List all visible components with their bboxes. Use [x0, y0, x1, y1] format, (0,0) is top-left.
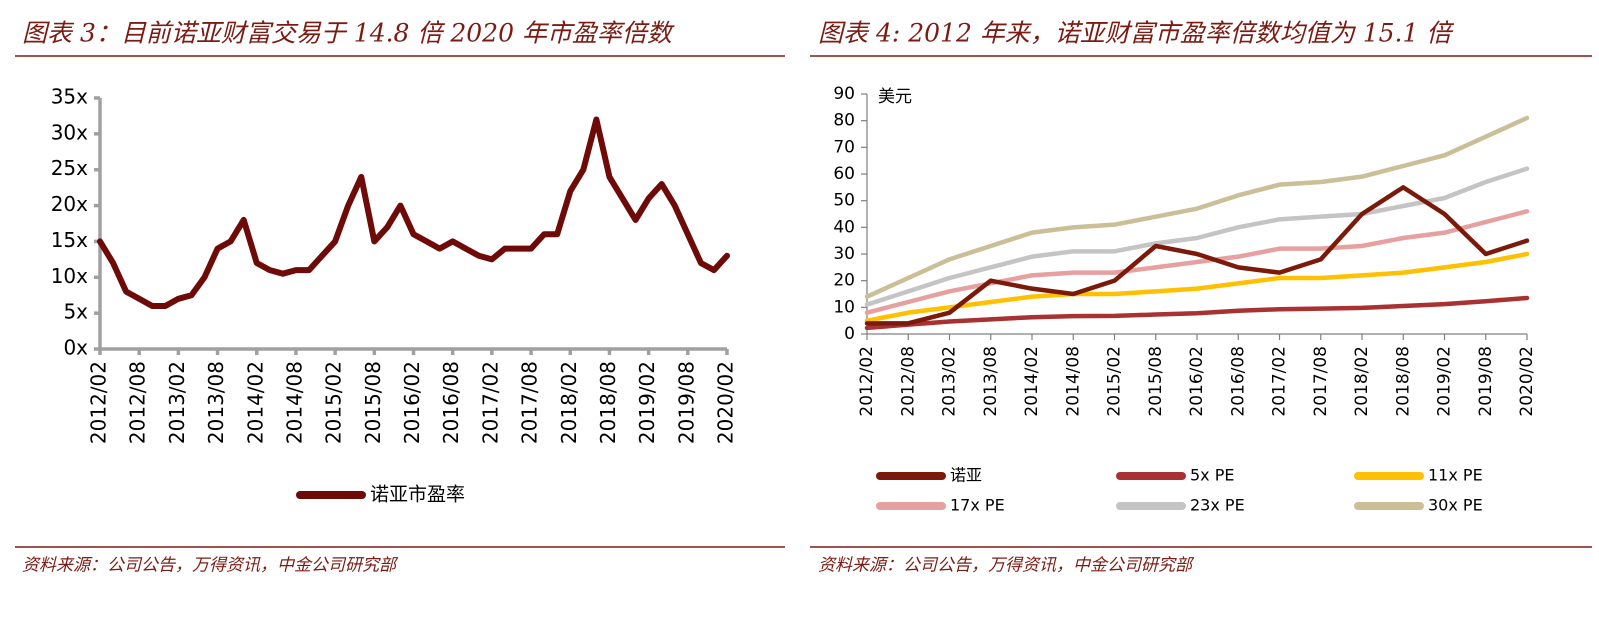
series-line — [864, 166, 1530, 307]
legend-label: 23x PE — [1190, 496, 1245, 515]
x-tick-label: 2014/02 — [1022, 346, 1042, 417]
y-tick-label: 25x — [51, 156, 88, 180]
chart-title: 图表 4: 2012 年来，诺亚财富市盈率倍数均值为 15.1 倍 — [818, 19, 1454, 48]
legend-label: 诺亚 — [950, 466, 982, 485]
x-tick-label: 2019/08 — [1476, 346, 1496, 417]
series-line — [97, 116, 730, 309]
x-tick-label: 2012/08 — [898, 346, 918, 417]
y-tick-label: 40 — [833, 217, 855, 237]
y-tick-label: 20x — [51, 192, 88, 216]
y-tick-label: 90 — [833, 84, 855, 104]
chart-title: 图表 3：目前诺亚财富交易于 14.8 倍 2020 年市盈率倍数 — [22, 19, 675, 48]
x-tick-label: 2015/02 — [1105, 346, 1125, 417]
x-tick-label: 2012/02 — [87, 361, 111, 444]
y-tick-label: 5x — [63, 300, 88, 324]
x-tick-label: 2020/02 — [1517, 346, 1537, 417]
x-tick-label: 2017/02 — [478, 361, 502, 444]
y-tick-label: 30x — [51, 120, 88, 144]
source: 资料来源：公司公告，万得资讯，中金公司研究部 — [22, 556, 399, 576]
x-tick-label: 2018/02 — [557, 361, 581, 444]
y-tick-label: 50 — [833, 191, 855, 211]
y-tick-label: 0x — [63, 336, 88, 360]
x-tick-label: 2013/08 — [981, 346, 1001, 417]
legend-label: 11x PE — [1428, 466, 1483, 485]
x-tick-label: 2018/02 — [1352, 346, 1372, 417]
y-axis-unit: 美元 — [878, 87, 912, 107]
legend-label: 30x PE — [1428, 496, 1483, 515]
y-tick-label: 70 — [833, 137, 855, 157]
series-line — [864, 115, 1530, 299]
x-tick-label: 2013/08 — [204, 361, 228, 444]
y-tick-label: 15x — [51, 228, 88, 252]
y-tick-label: 30 — [833, 244, 855, 264]
y-tick-label: 0 — [844, 324, 855, 344]
x-tick-label: 2017/08 — [518, 361, 542, 444]
x-tick-label: 2016/02 — [1187, 346, 1207, 417]
x-tick-label: 2018/08 — [1393, 346, 1413, 417]
x-tick-label: 2016/08 — [439, 361, 463, 444]
x-tick-label: 2012/02 — [857, 346, 877, 417]
y-tick-label: 20 — [833, 271, 855, 291]
series-line — [864, 295, 1530, 331]
x-tick-label: 2014/08 — [282, 361, 306, 444]
x-tick-label: 2012/08 — [126, 361, 150, 444]
y-tick-label: 80 — [833, 111, 855, 131]
y-tick-label: 35x — [51, 85, 88, 109]
source: 资料来源：公司公告，万得资讯，中金公司研究部 — [818, 556, 1195, 576]
x-tick-label: 2017/02 — [1270, 346, 1290, 417]
y-tick-label: 10 — [833, 297, 855, 317]
y-tick-label: 60 — [833, 164, 855, 184]
x-tick-label: 2014/02 — [243, 361, 267, 444]
x-tick-label: 2019/02 — [635, 361, 659, 444]
x-tick-label: 2013/02 — [165, 361, 189, 444]
x-tick-label: 2015/08 — [361, 361, 385, 444]
x-tick-label: 2013/02 — [940, 346, 960, 417]
legend-label: 诺亚市盈率 — [370, 484, 465, 506]
legend-label: 17x PE — [950, 496, 1005, 515]
legend-label: 5x PE — [1190, 466, 1235, 485]
x-tick-label: 2019/02 — [1435, 346, 1455, 417]
x-tick-label: 2014/08 — [1063, 346, 1083, 417]
series-line — [864, 209, 1530, 315]
x-tick-label: 2018/08 — [596, 361, 620, 444]
x-tick-label: 2017/08 — [1311, 346, 1331, 417]
x-tick-label: 2016/02 — [400, 361, 424, 444]
x-tick-label: 2016/08 — [1228, 346, 1248, 417]
x-tick-label: 2019/08 — [674, 361, 698, 444]
x-tick-label: 2015/08 — [1146, 346, 1166, 417]
x-tick-label: 2015/02 — [322, 361, 346, 444]
series-line — [864, 251, 1530, 323]
series-line — [864, 185, 1530, 326]
x-tick-label: 2020/02 — [714, 361, 738, 444]
y-tick-label: 10x — [51, 264, 88, 288]
